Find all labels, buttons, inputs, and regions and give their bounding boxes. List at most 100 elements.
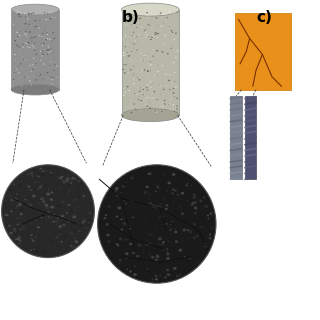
Ellipse shape: [155, 111, 156, 112]
Ellipse shape: [169, 74, 171, 76]
Ellipse shape: [42, 55, 43, 56]
Ellipse shape: [146, 106, 148, 107]
Ellipse shape: [146, 186, 149, 188]
Ellipse shape: [168, 241, 169, 242]
Ellipse shape: [58, 234, 60, 236]
Ellipse shape: [10, 187, 12, 188]
Ellipse shape: [145, 36, 146, 37]
Ellipse shape: [140, 100, 142, 101]
Ellipse shape: [174, 251, 175, 252]
Ellipse shape: [18, 243, 20, 244]
Ellipse shape: [20, 218, 21, 219]
Ellipse shape: [113, 236, 114, 237]
Ellipse shape: [132, 35, 133, 36]
Ellipse shape: [39, 35, 40, 36]
Ellipse shape: [179, 249, 182, 252]
Ellipse shape: [50, 83, 51, 84]
Ellipse shape: [123, 95, 125, 96]
Ellipse shape: [128, 90, 130, 91]
Ellipse shape: [125, 36, 127, 37]
Ellipse shape: [34, 36, 36, 38]
Ellipse shape: [66, 177, 69, 180]
Ellipse shape: [43, 63, 45, 65]
Ellipse shape: [129, 256, 130, 257]
Ellipse shape: [17, 223, 19, 225]
Ellipse shape: [4, 214, 8, 216]
Ellipse shape: [47, 247, 48, 248]
Ellipse shape: [143, 194, 146, 196]
Ellipse shape: [26, 85, 27, 86]
Ellipse shape: [189, 238, 190, 239]
Ellipse shape: [84, 213, 85, 214]
Ellipse shape: [160, 25, 161, 27]
Ellipse shape: [164, 84, 165, 85]
Ellipse shape: [118, 206, 121, 209]
Ellipse shape: [7, 215, 9, 216]
Ellipse shape: [17, 180, 19, 182]
Ellipse shape: [47, 45, 49, 46]
Ellipse shape: [16, 12, 18, 14]
Ellipse shape: [123, 88, 124, 89]
Ellipse shape: [150, 61, 151, 62]
Ellipse shape: [163, 249, 165, 251]
Ellipse shape: [46, 39, 48, 40]
Polygon shape: [245, 96, 256, 179]
Ellipse shape: [54, 64, 56, 65]
Ellipse shape: [17, 13, 19, 15]
Ellipse shape: [45, 218, 46, 219]
Ellipse shape: [190, 231, 192, 233]
Ellipse shape: [146, 18, 147, 19]
Ellipse shape: [53, 84, 54, 85]
Ellipse shape: [124, 15, 125, 16]
Ellipse shape: [169, 270, 170, 272]
Ellipse shape: [24, 199, 26, 200]
Ellipse shape: [130, 69, 132, 70]
Ellipse shape: [157, 33, 159, 34]
Ellipse shape: [168, 104, 169, 105]
Ellipse shape: [172, 110, 174, 111]
Ellipse shape: [172, 202, 175, 204]
Circle shape: [98, 165, 216, 283]
Ellipse shape: [74, 237, 76, 239]
Ellipse shape: [138, 14, 139, 15]
Ellipse shape: [175, 240, 178, 243]
Ellipse shape: [28, 14, 30, 15]
Ellipse shape: [154, 75, 156, 76]
Ellipse shape: [25, 200, 27, 202]
Ellipse shape: [196, 262, 199, 263]
Ellipse shape: [30, 234, 33, 236]
Ellipse shape: [47, 50, 49, 51]
Ellipse shape: [129, 270, 132, 273]
Ellipse shape: [145, 220, 146, 221]
Ellipse shape: [29, 31, 31, 33]
Ellipse shape: [172, 200, 175, 203]
Ellipse shape: [162, 106, 164, 108]
Ellipse shape: [110, 253, 113, 255]
Ellipse shape: [32, 240, 35, 242]
Ellipse shape: [50, 83, 52, 84]
Ellipse shape: [23, 199, 24, 200]
Ellipse shape: [115, 187, 118, 190]
Ellipse shape: [44, 220, 45, 221]
Ellipse shape: [65, 179, 69, 182]
Ellipse shape: [30, 238, 33, 241]
Ellipse shape: [149, 243, 151, 244]
Ellipse shape: [127, 73, 129, 74]
Ellipse shape: [31, 13, 33, 14]
Ellipse shape: [49, 39, 51, 40]
Ellipse shape: [19, 16, 20, 17]
Ellipse shape: [150, 59, 151, 60]
Ellipse shape: [139, 91, 141, 92]
Ellipse shape: [169, 229, 172, 231]
Ellipse shape: [47, 72, 49, 73]
Ellipse shape: [147, 268, 148, 270]
Ellipse shape: [204, 205, 208, 208]
Ellipse shape: [24, 33, 26, 35]
Ellipse shape: [156, 75, 157, 76]
Ellipse shape: [60, 241, 63, 243]
Text: b): b): [122, 10, 139, 25]
Ellipse shape: [136, 27, 137, 28]
Ellipse shape: [32, 247, 36, 250]
Ellipse shape: [63, 235, 67, 238]
Ellipse shape: [39, 76, 40, 77]
